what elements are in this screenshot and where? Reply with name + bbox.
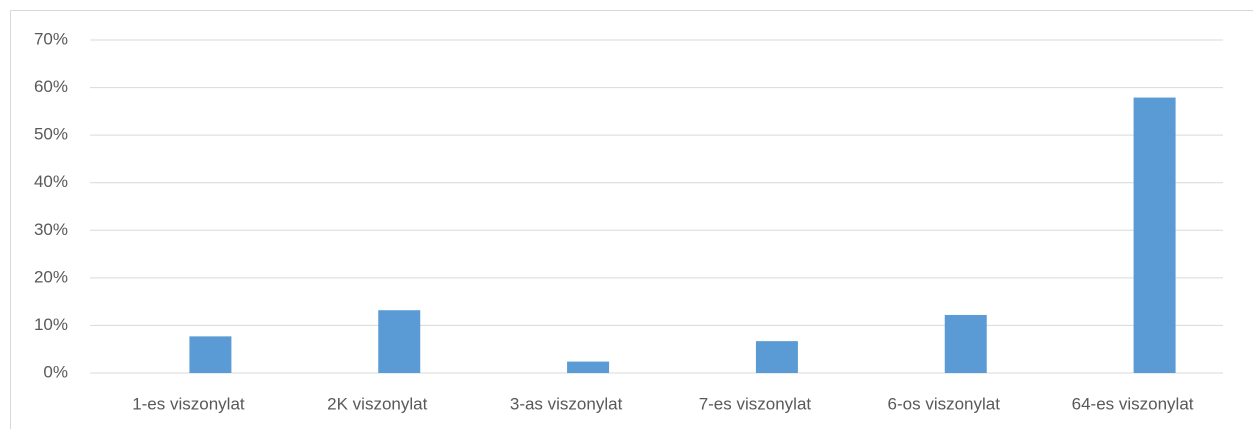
y-tick-label: 50% (34, 125, 68, 144)
y-tick-label: 40% (34, 172, 68, 191)
bar (944, 314, 987, 373)
chart-frame (10, 10, 1253, 429)
x-tick-label: 2K viszonylat (327, 394, 427, 413)
y-tick-label: 70% (34, 29, 68, 48)
y-tick-label: 0% (43, 362, 68, 381)
x-tick-label: 1-es viszonylat (132, 394, 245, 413)
bar (189, 336, 232, 373)
x-tick-label: 6-os viszonylat (888, 394, 1001, 413)
y-tick-label: 10% (34, 315, 68, 334)
bar (378, 310, 421, 373)
y-tick-label: 30% (34, 220, 68, 239)
bar (567, 361, 610, 373)
y-tick-label: 20% (34, 267, 68, 286)
bar (1133, 97, 1176, 373)
bar (755, 341, 798, 373)
x-tick-label: 64-es viszonylat (1072, 394, 1194, 413)
x-tick-label: 7-es viszonylat (699, 394, 812, 413)
x-tick-label: 3-as viszonylat (510, 394, 623, 413)
y-tick-label: 60% (34, 77, 68, 96)
